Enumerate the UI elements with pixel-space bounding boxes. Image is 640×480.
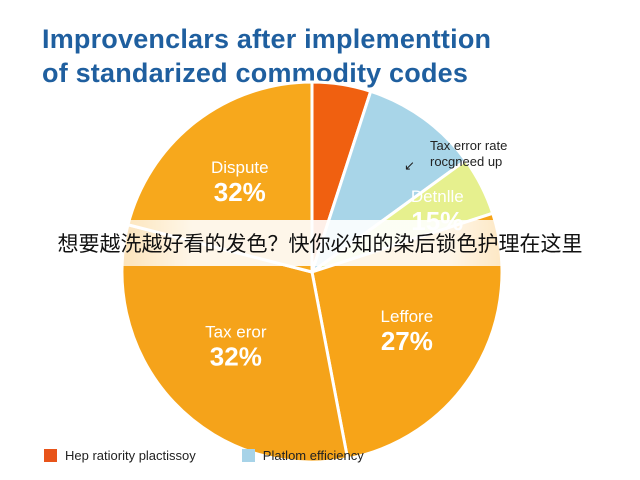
legend: Hep ratiority plactissoy Platlom efficie… (44, 448, 364, 463)
slice-name-label: Detnlle (411, 187, 464, 206)
legend-label: Platlom efficiency (262, 448, 364, 463)
slice-name-label: Dispute (211, 158, 269, 177)
slice-name-label: Tax eror (205, 323, 267, 342)
legend-item: Platlom efficiency (241, 448, 364, 463)
slice-name-label: Leffore (381, 307, 434, 326)
legend-swatch (44, 449, 57, 462)
slice-value-label: 27% (381, 326, 433, 356)
annotation-line-2: rocgneed up (430, 154, 502, 169)
annotation: Tax error rate rocgneed up ↙ (404, 138, 507, 173)
overlay-banner-text: 想要越洗越好看的发色？快你必知的染后锁色护理在这里 (57, 232, 583, 256)
chart-title-line-1: Improvenclars after implementtion (42, 24, 492, 54)
chart-title-line-2: of standarized commodity codes (42, 58, 469, 88)
legend-label: Hep ratiority plactissoy (65, 448, 196, 463)
slice-value-label: 32% (210, 342, 262, 372)
pie-slice (120, 222, 350, 464)
slice-value-label: 32% (214, 177, 266, 207)
overlay-banner: 想要越洗越好看的发色？快你必知的染后锁色护理在这里 (0, 220, 640, 266)
chart-title: Improvenclars after implementtion of sta… (42, 22, 622, 90)
legend-item: Hep ratiority plactissoy (44, 448, 196, 463)
annotation-arrow-icon: ↙ (404, 158, 415, 173)
annotation-line-1: Tax error rate (430, 138, 507, 153)
legend-swatch (241, 449, 255, 462)
